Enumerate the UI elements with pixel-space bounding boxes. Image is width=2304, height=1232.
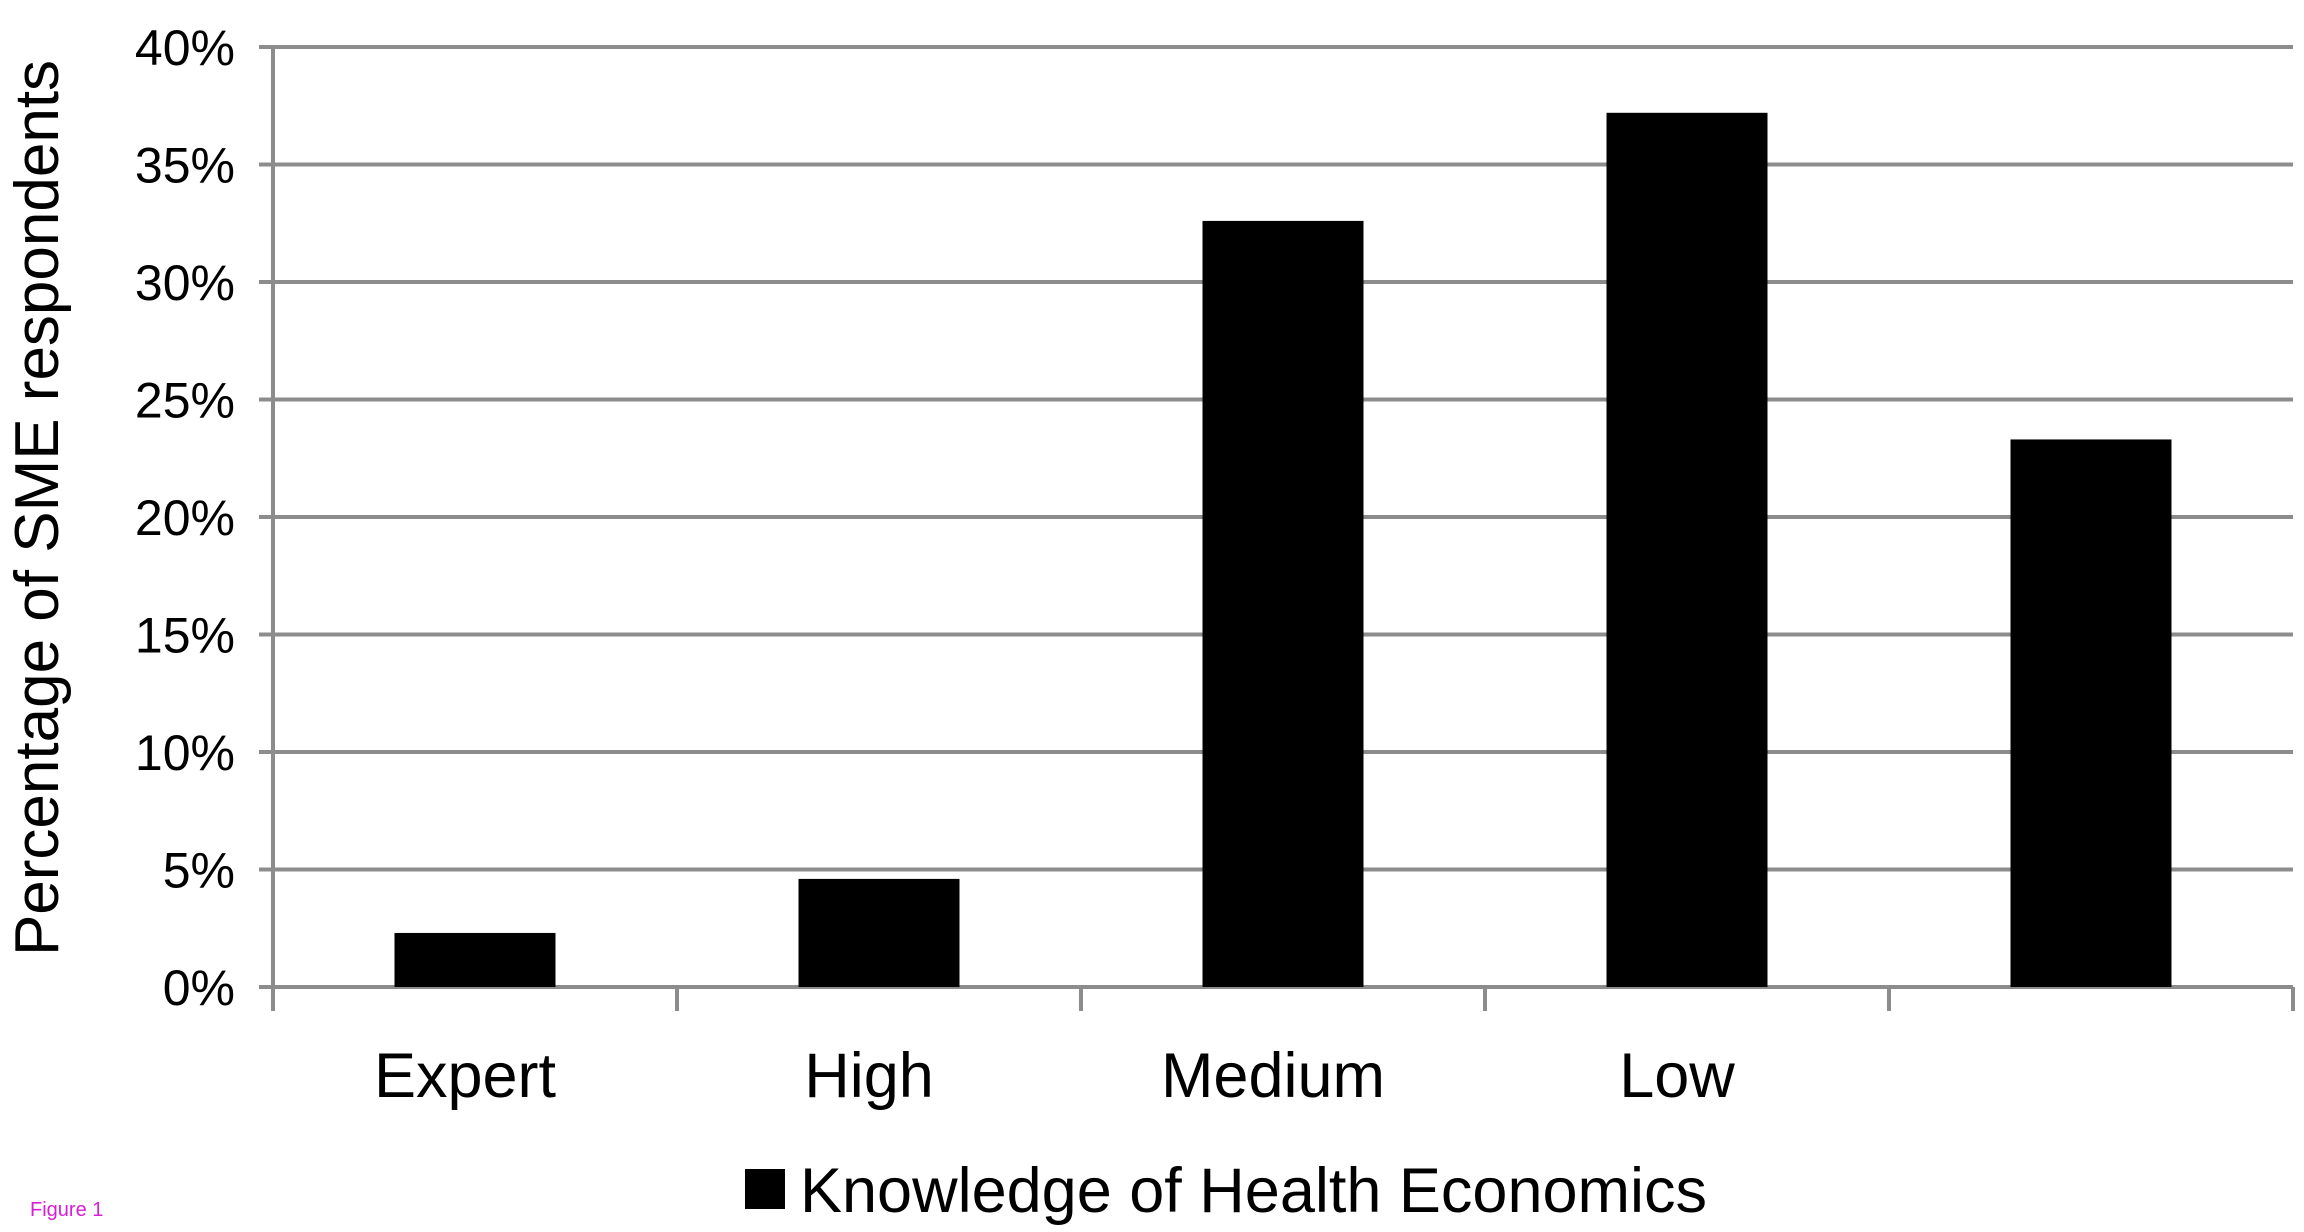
bar-low [1606, 112, 1768, 988]
bar-medium [1202, 220, 1364, 987]
figure-label: Figure 1 [30, 1199, 104, 1221]
y-tick-label: 10% [135, 725, 235, 781]
bar-expert [394, 932, 556, 987]
x-tick-label: Low [1619, 1041, 1735, 1111]
x-tick-label: Medium [1161, 1041, 1385, 1111]
legend-swatch [745, 1169, 785, 1209]
legend: Knowledge of Health Economics [745, 1156, 1707, 1226]
y-tick-label: 40% [135, 20, 235, 76]
bar-high [798, 878, 960, 987]
y-tick-labels: 0% 5% 10% 15% 20% 25% 30% 35% 40% [135, 20, 235, 1016]
x-tick-labels: Expert High Medium Low [374, 1041, 1735, 1111]
legend-label: Knowledge of Health Economics [800, 1156, 1707, 1226]
y-tick-label: 35% [135, 138, 235, 194]
y-tick-label: 15% [135, 608, 235, 664]
y-axis-label: Percentage of SME respondents [3, 60, 72, 956]
x-tick-label: Expert [374, 1041, 557, 1111]
bars [394, 112, 2172, 988]
y-tick-label: 25% [135, 373, 235, 429]
y-tick-label: 30% [135, 255, 235, 311]
y-tick-label: 20% [135, 490, 235, 546]
x-tick-label: High [804, 1041, 934, 1111]
y-tick-label: 5% [163, 843, 235, 899]
bar-unlabeled [2010, 439, 2172, 987]
y-tick-label: 0% [163, 960, 235, 1016]
